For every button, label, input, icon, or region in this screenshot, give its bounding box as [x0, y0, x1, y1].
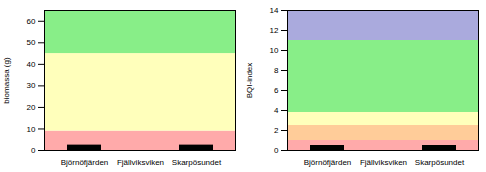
svg-text:0: 0 [274, 146, 279, 155]
svg-text:Skarpösundet: Skarpösundet [415, 158, 465, 167]
svg-text:biomassa (g): biomassa (g) [2, 57, 11, 104]
svg-text:8: 8 [274, 66, 279, 75]
svg-text:12: 12 [270, 26, 279, 35]
svg-text:BQI-index: BQI-index [245, 63, 254, 99]
svg-text:Fjällviksviken: Fjällviksviken [360, 158, 407, 167]
svg-text:20: 20 [27, 103, 36, 112]
svg-text:Björnöfjärden: Björnöfjärden [61, 158, 109, 167]
svg-text:2: 2 [274, 126, 279, 135]
svg-text:Skarpösundet: Skarpösundet [172, 158, 222, 167]
svg-text:6: 6 [274, 86, 279, 95]
svg-text:0: 0 [31, 146, 36, 155]
svg-text:40: 40 [27, 60, 36, 69]
svg-text:Fjällviksviken: Fjällviksviken [117, 158, 164, 167]
svg-text:60: 60 [27, 17, 36, 26]
svg-text:30: 30 [27, 81, 36, 90]
svg-text:14: 14 [270, 6, 279, 15]
svg-text:10: 10 [270, 46, 279, 55]
svg-text:50: 50 [27, 38, 36, 47]
svg-text:4: 4 [274, 106, 279, 115]
svg-text:10: 10 [27, 125, 36, 134]
svg-text:Björnöfjärden: Björnöfjärden [304, 158, 352, 167]
